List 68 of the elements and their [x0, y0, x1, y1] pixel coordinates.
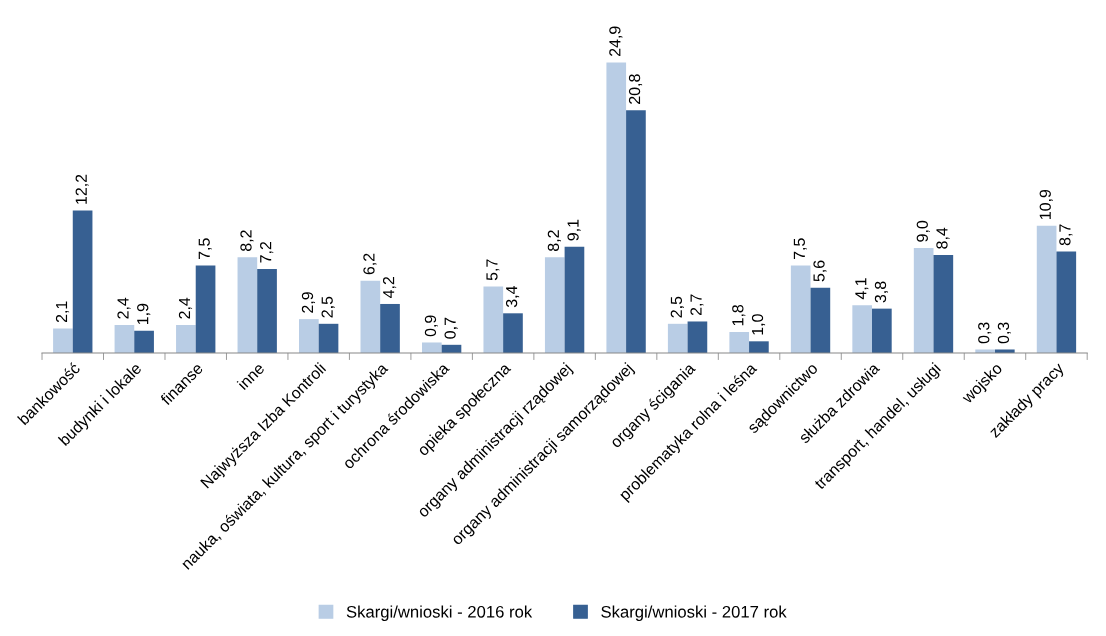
data-label: 2,1	[55, 301, 70, 323]
bar	[114, 324, 135, 353]
data-label: 1,9	[137, 303, 151, 325]
bar	[72, 210, 93, 353]
data-label: 8,2	[547, 230, 561, 252]
data-label: 0,7	[444, 317, 458, 339]
bar	[810, 287, 831, 353]
bar	[299, 319, 319, 353]
data-label: 24,9	[609, 26, 623, 57]
data-label: 0,3	[978, 322, 992, 344]
data-label: 9,0	[916, 220, 930, 242]
data-label: 8,4	[936, 227, 950, 249]
data-label: 2,4	[117, 297, 131, 319]
data-label: 2,5	[670, 296, 684, 318]
data-label: 2,5	[321, 296, 335, 318]
bar	[872, 308, 892, 353]
data-label: 2,9	[301, 292, 316, 313]
bar	[421, 342, 442, 353]
data-label: 2,4	[178, 297, 193, 319]
bar	[790, 265, 811, 353]
bar	[749, 341, 769, 353]
data-label: 4,2	[382, 277, 397, 299]
data-label: 5,6	[813, 260, 827, 282]
bar	[53, 328, 73, 353]
x-tick-label: inne	[236, 361, 266, 391]
bar	[933, 254, 954, 353]
data-label: 1,8	[732, 304, 746, 326]
data-label: 5,7	[486, 259, 500, 281]
bar	[318, 323, 339, 353]
data-label: 0,3	[997, 322, 1011, 344]
bar	[626, 110, 646, 353]
bar	[852, 305, 873, 353]
bar	[544, 257, 565, 353]
data-label: 7,2	[260, 242, 274, 263]
bar	[483, 286, 504, 353]
bar	[729, 331, 750, 353]
data-label: 4,1	[855, 278, 869, 300]
bar	[195, 265, 216, 353]
data-label: 9,1	[567, 219, 581, 241]
bar	[1036, 225, 1057, 353]
data-label: 8,2	[240, 230, 254, 252]
data-label: 7,5	[793, 238, 807, 260]
bar	[564, 246, 585, 353]
bar	[360, 280, 381, 353]
data-label: 3,8	[874, 281, 889, 303]
bar	[257, 268, 277, 353]
data-label: 20,8	[628, 74, 643, 104]
bar	[606, 62, 627, 353]
data-label: 7,5	[198, 238, 212, 260]
data-label: 1,0	[751, 314, 766, 335]
bar	[503, 313, 523, 353]
bar	[1056, 251, 1077, 353]
bar	[913, 247, 934, 353]
data-label: 8,7	[1059, 224, 1073, 246]
bar	[687, 321, 708, 353]
legend-label: Skargi/wnioski - 2017 rok	[601, 605, 787, 621]
bar	[176, 324, 196, 353]
bar	[134, 330, 154, 353]
bar	[667, 323, 688, 353]
data-label: 3,4	[505, 286, 520, 308]
data-label: 12,2	[75, 174, 89, 204]
data-label: 10,9	[1039, 189, 1053, 219]
legend-label: Skargi/wnioski - 2016 rok	[346, 605, 533, 621]
bar	[380, 303, 400, 353]
data-label: 0,9	[424, 315, 438, 337]
data-label: 2,7	[690, 294, 704, 316]
bar	[237, 257, 258, 353]
data-label: 6,2	[363, 253, 377, 275]
